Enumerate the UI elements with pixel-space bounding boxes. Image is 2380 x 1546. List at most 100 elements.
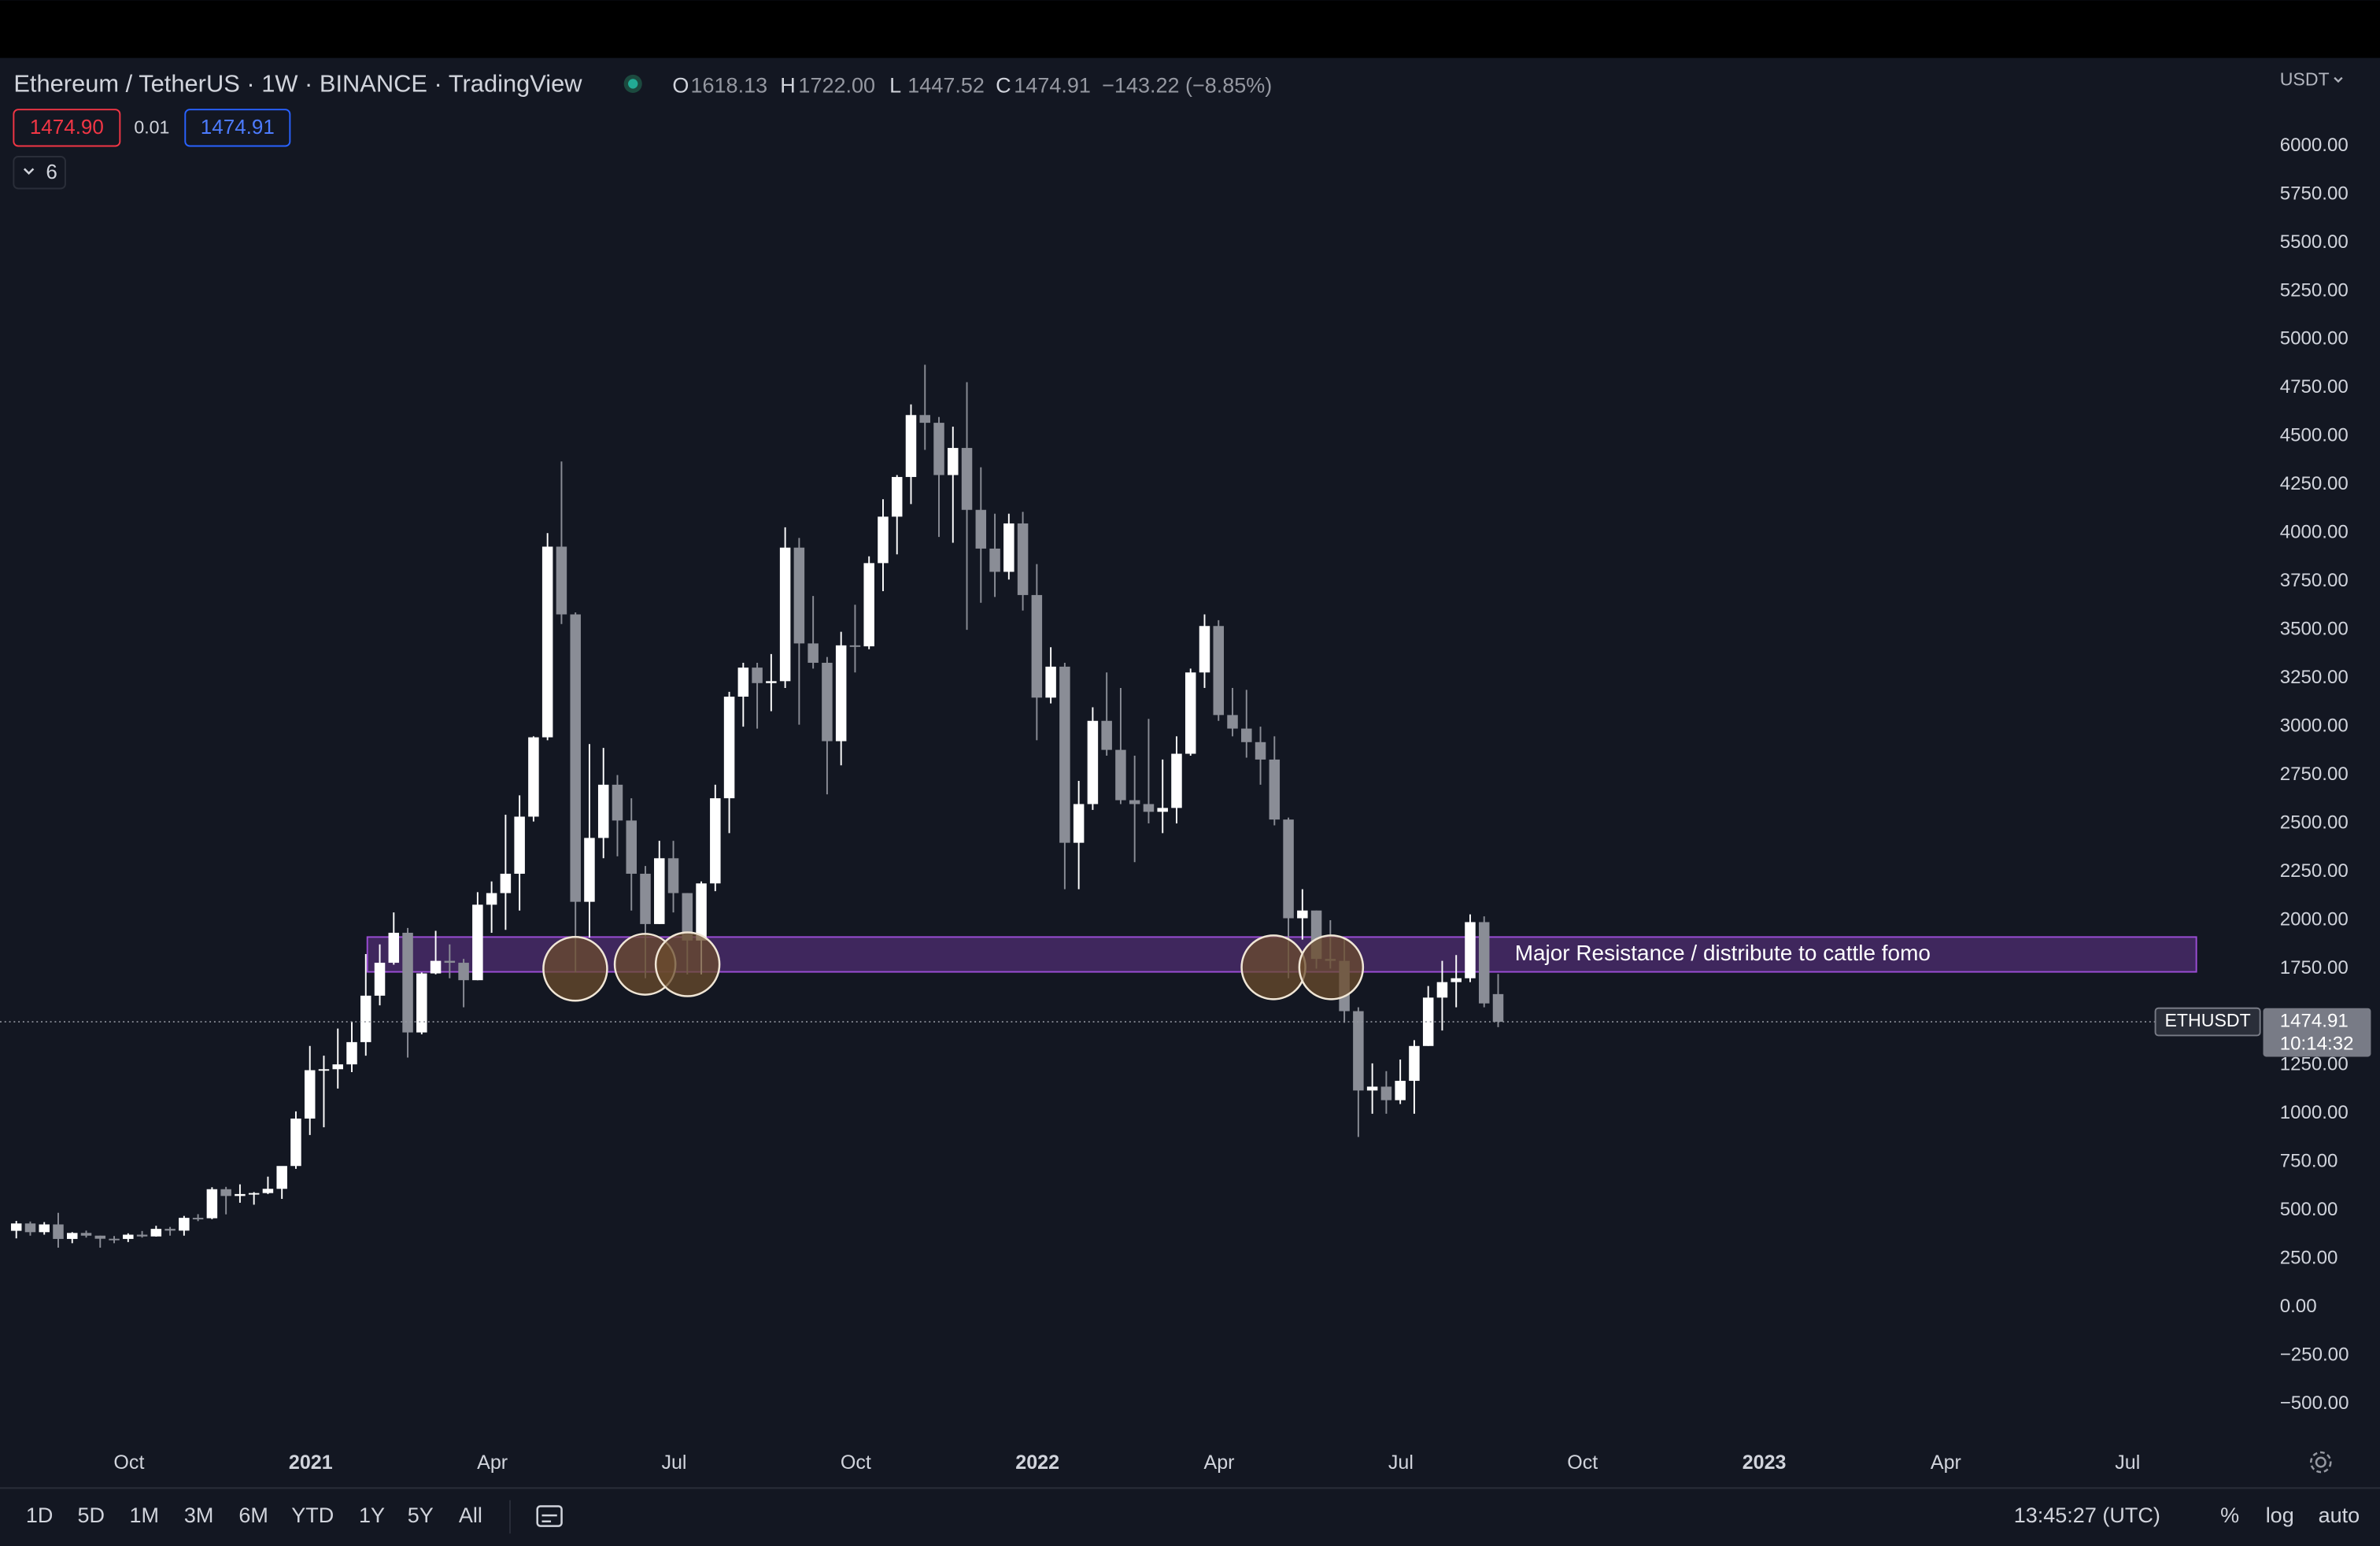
range-button[interactable]: 5D [77, 1503, 105, 1527]
highlight-circles [542, 931, 1365, 1002]
candle-body [1380, 1086, 1392, 1100]
candle-body [136, 1234, 148, 1237]
candle-body [1241, 728, 1252, 742]
y-tick-label: 2500.00 [2280, 812, 2349, 833]
gear-teeth [2309, 1451, 2332, 1474]
candle-body [835, 645, 847, 742]
candle-body [1003, 523, 1014, 572]
candle-body [1087, 720, 1099, 804]
candle-body [556, 546, 567, 615]
calendar-icon[interactable] [536, 1505, 563, 1527]
x-tick-label: Apr [1931, 1452, 1961, 1474]
candle-body [975, 509, 987, 549]
y-tick-label: 2000.00 [2280, 908, 2349, 930]
ask-price[interactable]: 1474.91 [201, 115, 275, 139]
candle-body [150, 1229, 162, 1237]
candle-body [94, 1235, 106, 1239]
y-tick-label: 1000.00 [2280, 1102, 2349, 1123]
candle-body [989, 548, 1000, 572]
candle-body [1409, 1045, 1420, 1082]
ohlc-key: L [889, 73, 901, 97]
y-tick-label: 500.00 [2280, 1199, 2338, 1220]
highlight-circle [1240, 934, 1306, 1000]
x-tick-label: 2023 [1743, 1452, 1787, 1474]
y-tick-label: 5500.00 [2280, 231, 2349, 253]
ask-box[interactable] [184, 109, 291, 147]
range-button[interactable]: 3M [184, 1503, 214, 1527]
candle-body [500, 873, 512, 893]
scale-option[interactable]: log [2266, 1503, 2294, 1527]
settings-icon[interactable] [2309, 1451, 2332, 1474]
range-button[interactable]: All [459, 1503, 482, 1527]
y-tick-label: 3750.00 [2280, 570, 2349, 591]
y-tick-label: 4250.00 [2280, 473, 2349, 494]
candle-body [849, 645, 861, 647]
candle-body [39, 1224, 50, 1233]
chevron-icon [23, 168, 35, 175]
bid-box[interactable] [13, 109, 121, 147]
candle-body [919, 415, 931, 423]
range-button[interactable]: 1D [26, 1503, 54, 1527]
candle-body [1451, 978, 1462, 982]
candle-body [192, 1218, 204, 1220]
annotation: Major Resistance / distribute to cattle … [1515, 941, 1931, 965]
candle-body [1157, 808, 1168, 812]
y-tick-label: −250.00 [2280, 1344, 2349, 1366]
y-tick-label: 1250.00 [2280, 1054, 2349, 1075]
candle-body [570, 614, 581, 902]
candle-body [123, 1234, 134, 1239]
top-bar [0, 0, 2380, 58]
candle-body [1045, 666, 1056, 698]
candle-body [164, 1229, 176, 1231]
candle-body [779, 547, 791, 682]
y-tick-label: 750.00 [2280, 1151, 2338, 1172]
candle-body [710, 798, 721, 884]
candle-body [262, 1189, 274, 1193]
indicators-count[interactable]: 6 [46, 160, 57, 183]
candle-body [10, 1223, 22, 1231]
indicators-toggle[interactable] [13, 156, 66, 190]
ohlc-value: 1722.00 [798, 73, 875, 97]
candle-body [514, 816, 525, 874]
candle-body [220, 1189, 231, 1196]
gear-center [2315, 1456, 2326, 1468]
bid-price[interactable]: 1474.90 [30, 115, 104, 139]
symbol-tag: ETHUSDT [2165, 1010, 2251, 1030]
ohlc-value: 1618.13 [691, 73, 768, 97]
candle-body [430, 960, 442, 974]
candle-body [80, 1233, 92, 1236]
candle-body [360, 995, 371, 1042]
x-tick-label: Oct [113, 1452, 144, 1474]
scale-option[interactable]: auto [2319, 1503, 2360, 1527]
range-button[interactable]: 1Y [359, 1503, 385, 1527]
currency-label[interactable]: USDT [2280, 69, 2330, 90]
candle-body [640, 873, 651, 924]
candle-body [1395, 1081, 1406, 1100]
y-tick-label: 1750.00 [2280, 957, 2349, 978]
candle-body [1255, 742, 1266, 760]
candle-body [1283, 819, 1294, 919]
range-button[interactable]: 6M [238, 1503, 268, 1527]
ohlc-key: H [780, 73, 795, 97]
compare-icon[interactable] [536, 1505, 563, 1527]
scale-option[interactable]: % [2220, 1503, 2239, 1527]
price-tag-box [2263, 1008, 2371, 1057]
candle-body [1465, 922, 1476, 978]
candle-body [1129, 800, 1140, 804]
range-button[interactable]: 1M [129, 1503, 159, 1527]
candle-body [416, 973, 427, 1033]
candle-body [1199, 626, 1210, 673]
status-dot [628, 79, 638, 89]
range-button[interactable]: YTD [291, 1503, 334, 1527]
y-tick-label: 2750.00 [2280, 764, 2349, 785]
range-button[interactable]: 5Y [408, 1503, 434, 1527]
utc-clock[interactable]: 13:45:27 (UTC) [2014, 1503, 2160, 1527]
candle-body [1073, 804, 1085, 843]
candle-body [1059, 666, 1070, 843]
candle-body [109, 1238, 120, 1241]
candle-body [458, 963, 469, 981]
y-tick-label: 3250.00 [2280, 667, 2349, 688]
candle-body [597, 784, 609, 838]
candle-body [304, 1070, 316, 1119]
